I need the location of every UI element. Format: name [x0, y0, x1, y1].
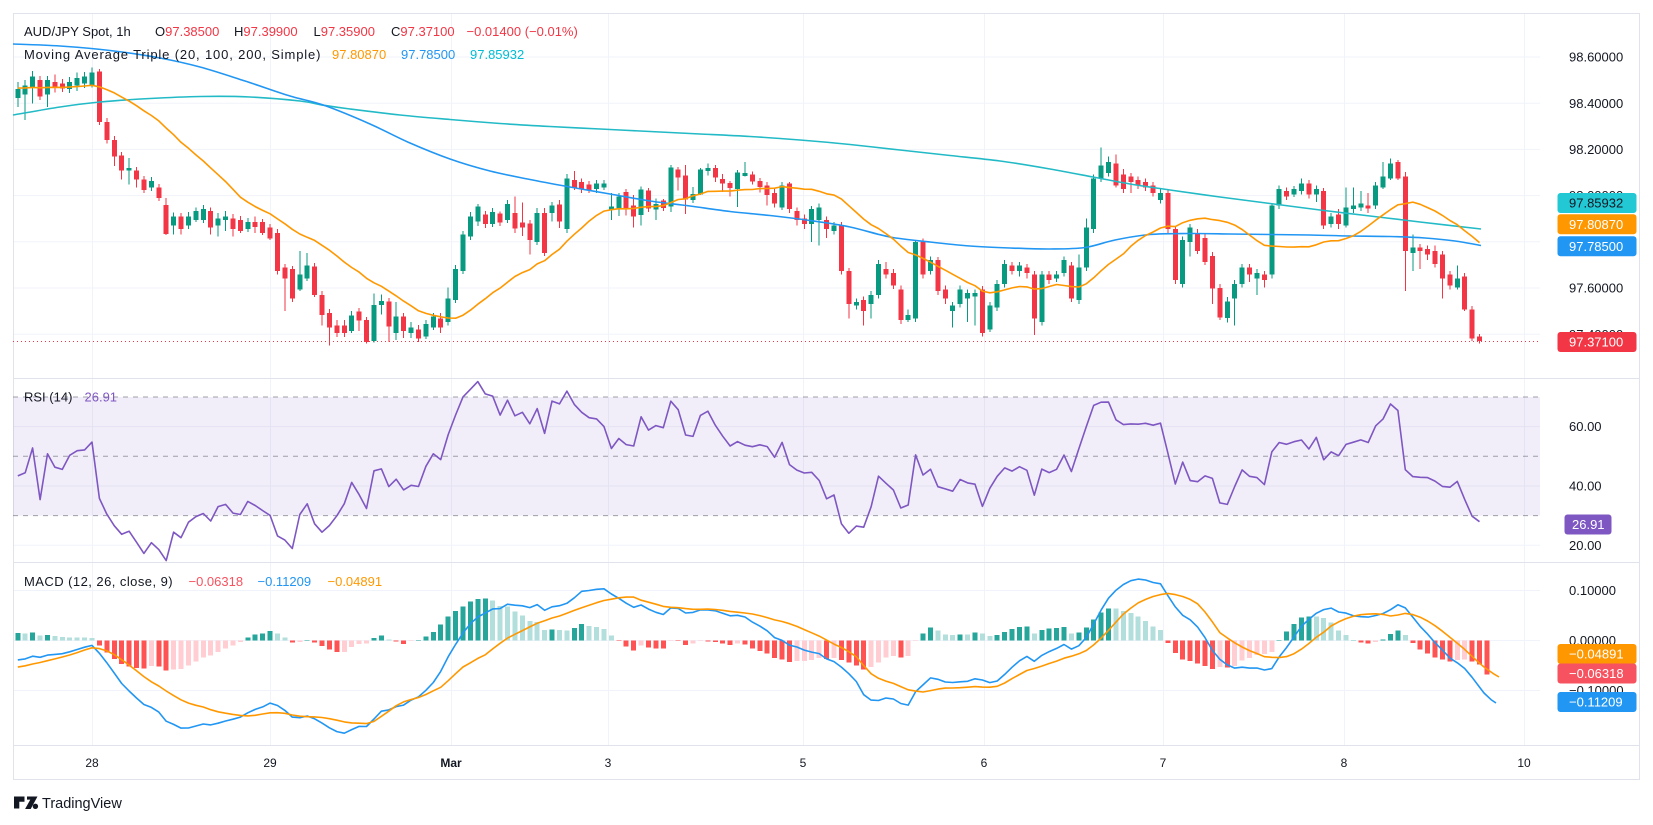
svg-text:10: 10 [1517, 756, 1531, 770]
svg-text:5: 5 [800, 756, 807, 770]
svg-text:60.00: 60.00 [1569, 419, 1602, 434]
svg-text:3: 3 [605, 756, 612, 770]
svg-text:28: 28 [85, 756, 99, 770]
svg-text:98.40000: 98.40000 [1569, 96, 1623, 111]
svg-text:TradingView: TradingView [42, 796, 122, 812]
svg-text:97.78500: 97.78500 [1569, 239, 1623, 254]
svg-text:98.60000: 98.60000 [1569, 50, 1623, 65]
svg-text:97.85932: 97.85932 [1569, 196, 1623, 211]
svg-text:−0.04891: −0.04891 [1569, 647, 1624, 662]
svg-text:40.00: 40.00 [1569, 479, 1602, 494]
svg-text:98.20000: 98.20000 [1569, 142, 1623, 157]
svg-text:−0.06318: −0.06318 [1569, 666, 1624, 681]
svg-text:Moving Average Triple (20, 100: Moving Average Triple (20, 100, 200, Sim… [24, 47, 524, 62]
svg-text:8: 8 [1341, 756, 1348, 770]
svg-text:29: 29 [263, 756, 277, 770]
svg-text:97.60000: 97.60000 [1569, 281, 1623, 296]
svg-text:0.10000: 0.10000 [1569, 583, 1616, 598]
svg-text:26.91: 26.91 [1572, 517, 1605, 532]
svg-text:7: 7 [1160, 756, 1167, 770]
svg-text:6: 6 [981, 756, 988, 770]
svg-text:Mar: Mar [440, 756, 462, 770]
svg-text:20.00: 20.00 [1569, 538, 1602, 553]
svg-text:MACD (12, 26, close, 9)−0.0631: MACD (12, 26, close, 9) −0.06318 −0.11209−… [24, 574, 382, 589]
svg-text:RSI (14)26.91: RSI (14) 26.91 [24, 390, 117, 405]
svg-text:−0.11209: −0.11209 [1569, 695, 1623, 710]
svg-text:97.37100: 97.37100 [1569, 335, 1623, 350]
svg-text:97.80870: 97.80870 [1569, 217, 1623, 232]
